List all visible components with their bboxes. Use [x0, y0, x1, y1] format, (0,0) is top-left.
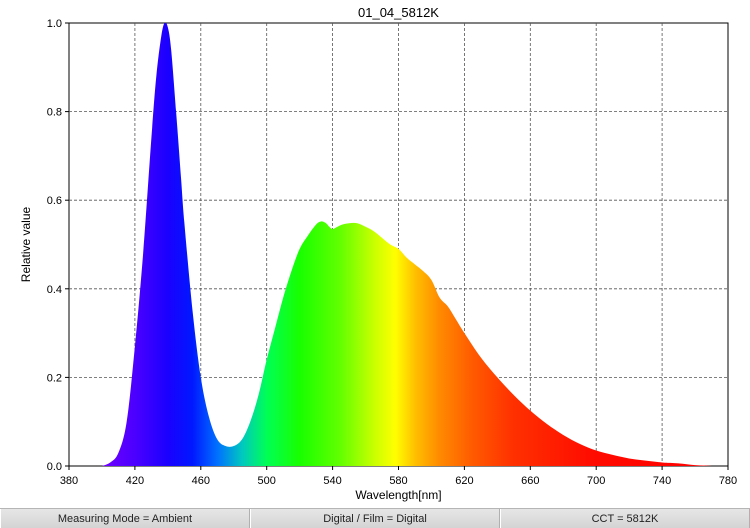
y-tick-label: 1.0 [47, 18, 62, 30]
x-tick-label: 420 [126, 475, 144, 487]
x-tick-label: 380 [60, 475, 78, 487]
chart-title: 01_04_5812K [358, 5, 439, 20]
y-tick-label: 0.2 [47, 372, 62, 384]
x-tick-label: 780 [719, 475, 737, 487]
status-digital-film[interactable]: Digital / Film = Digital [250, 509, 500, 528]
y-tick-label: 0.4 [47, 284, 62, 296]
y-tick-label: 0.8 [47, 107, 62, 119]
status-measuring-mode[interactable]: Measuring Mode = Ambient [0, 509, 250, 528]
x-tick-label: 700 [587, 475, 605, 487]
spectrum-chart: 380 420 460 500 540 580 620 660 700 740 780 0.0 0.2 0… [19, 5, 737, 502]
x-tick-label: 740 [653, 475, 671, 487]
x-axis-label: Wavelength[nm] [355, 488, 441, 502]
axis-ticks: 380 420 460 500 540 580 620 660 700 740 780 0.0 0.2 0… [47, 18, 737, 487]
y-tick-label: 0.0 [47, 461, 62, 473]
y-axis-label: Relative value [19, 206, 33, 282]
x-tick-label: 540 [323, 475, 341, 487]
x-tick-label: 580 [389, 475, 407, 487]
y-tick-label: 0.6 [47, 195, 62, 207]
x-tick-label: 500 [258, 475, 276, 487]
status-cct[interactable]: CCT = 5812K [500, 509, 750, 528]
status-bar: Measuring Mode = Ambient Digital / Film … [0, 508, 750, 528]
x-tick-label: 460 [192, 475, 210, 487]
x-tick-label: 620 [455, 475, 473, 487]
x-tick-label: 660 [521, 475, 539, 487]
spectrum-area [101, 23, 712, 466]
